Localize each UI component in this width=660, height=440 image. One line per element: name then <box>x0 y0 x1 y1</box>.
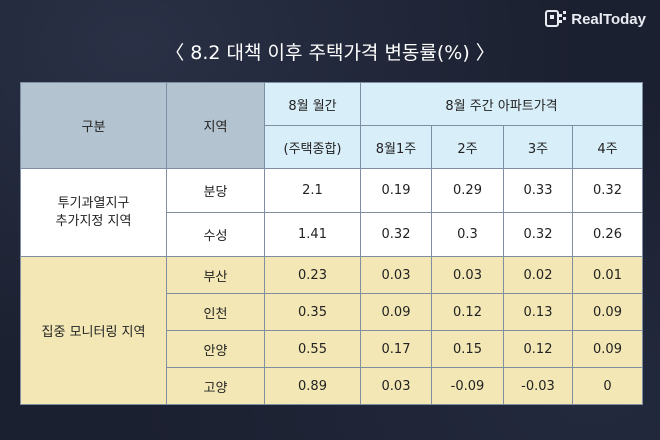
table-row: 안양 0.55 0.17 0.15 0.12 0.09 <box>20 330 644 368</box>
header-weekly: 8월 주간 아파트가격 <box>359 82 644 126</box>
weekly-cell: 0.01 <box>571 256 644 294</box>
table-header-row: 구분 지역 8월 월간 8월 주간 아파트가격 <box>20 82 644 169</box>
table-row: 투기과열지구 추가지정 지역 분당 2.1 0.19 0.29 0.33 0.3… <box>20 168 644 257</box>
weekly-cell: 0.03 <box>431 256 504 294</box>
header-category: 구분 <box>20 82 167 169</box>
weekly-cell: 0.12 <box>503 330 573 368</box>
weekly-cell: -0.03 <box>503 367 573 405</box>
weekly-cell: 0.15 <box>431 330 504 368</box>
brand-mark-icon <box>545 10 567 27</box>
region-cell: 인천 <box>166 293 265 331</box>
region-cell: 부산 <box>166 256 265 294</box>
table-row: 집중 모니터링 지역 부산 0.23 0.03 0.03 0.02 0.01 <box>20 256 644 405</box>
monthly-cell: 1.41 <box>264 212 361 257</box>
region-cell: 안양 <box>166 330 265 368</box>
weekly-cell: 0.32 <box>503 212 573 257</box>
weekly-cell: 0 <box>571 367 644 405</box>
weekly-cell: -0.09 <box>431 367 504 405</box>
weekly-cell: 0.12 <box>431 293 504 331</box>
monthly-cell: 0.89 <box>264 367 361 405</box>
weekly-cell: 0.33 <box>503 168 573 213</box>
region-cell: 고양 <box>166 367 265 405</box>
region-cell: 분당 <box>166 168 265 213</box>
header-week: 4주 <box>571 125 644 169</box>
weekly-cell: 0.32 <box>360 212 432 257</box>
page-title: 〈 8.2 대책 이후 주택가격 변동률(%) 〉 <box>165 42 495 64</box>
price-change-table: 구분 지역 8월 월간 8월 주간 아파트가격 (주택종합) 8월1주 2주 3… <box>20 82 644 405</box>
weekly-cell: 0.32 <box>571 168 644 213</box>
group-label: 집중 모니터링 지역 <box>20 256 167 405</box>
weekly-cell: 0.26 <box>571 212 644 257</box>
weekly-cell: 0.19 <box>360 168 432 213</box>
brand-name: RealToday <box>571 10 646 28</box>
header-region: 지역 <box>166 82 265 169</box>
monthly-cell: 0.23 <box>264 256 361 294</box>
monthly-cell: 0.35 <box>264 293 361 331</box>
weekly-cell: 0.09 <box>571 330 644 368</box>
weekly-cell: 0.29 <box>431 168 504 213</box>
weekly-cell: 0.03 <box>360 256 432 294</box>
header-monthly-sub: (주택종합) <box>264 125 361 169</box>
weekly-cell: 0.13 <box>503 293 573 331</box>
header-week: 8월1주 <box>360 125 432 169</box>
weekly-cell: 0.17 <box>360 330 432 368</box>
weekly-cell: 0.3 <box>431 212 504 257</box>
group-label: 투기과열지구 추가지정 지역 <box>20 168 167 257</box>
monthly-cell: 0.55 <box>264 330 361 368</box>
weekly-cell: 0.09 <box>360 293 432 331</box>
weekly-cell: 0.09 <box>571 293 644 331</box>
weekly-cell: 0.03 <box>360 367 432 405</box>
table-row: 고양 0.89 0.03 -0.09 -0.03 0 <box>20 367 644 405</box>
weekly-cell: 0.02 <box>503 256 573 294</box>
brand-logo: RealToday <box>545 8 646 30</box>
table-subheader-row: (주택종합) 8월1주 2주 3주 4주 <box>21 125 644 169</box>
monthly-cell: 2.1 <box>264 168 361 213</box>
header-week: 3주 <box>503 125 573 169</box>
region-cell: 수성 <box>166 212 265 257</box>
header-week: 2주 <box>431 125 504 169</box>
header-monthly: 8월 월간 <box>264 82 361 126</box>
